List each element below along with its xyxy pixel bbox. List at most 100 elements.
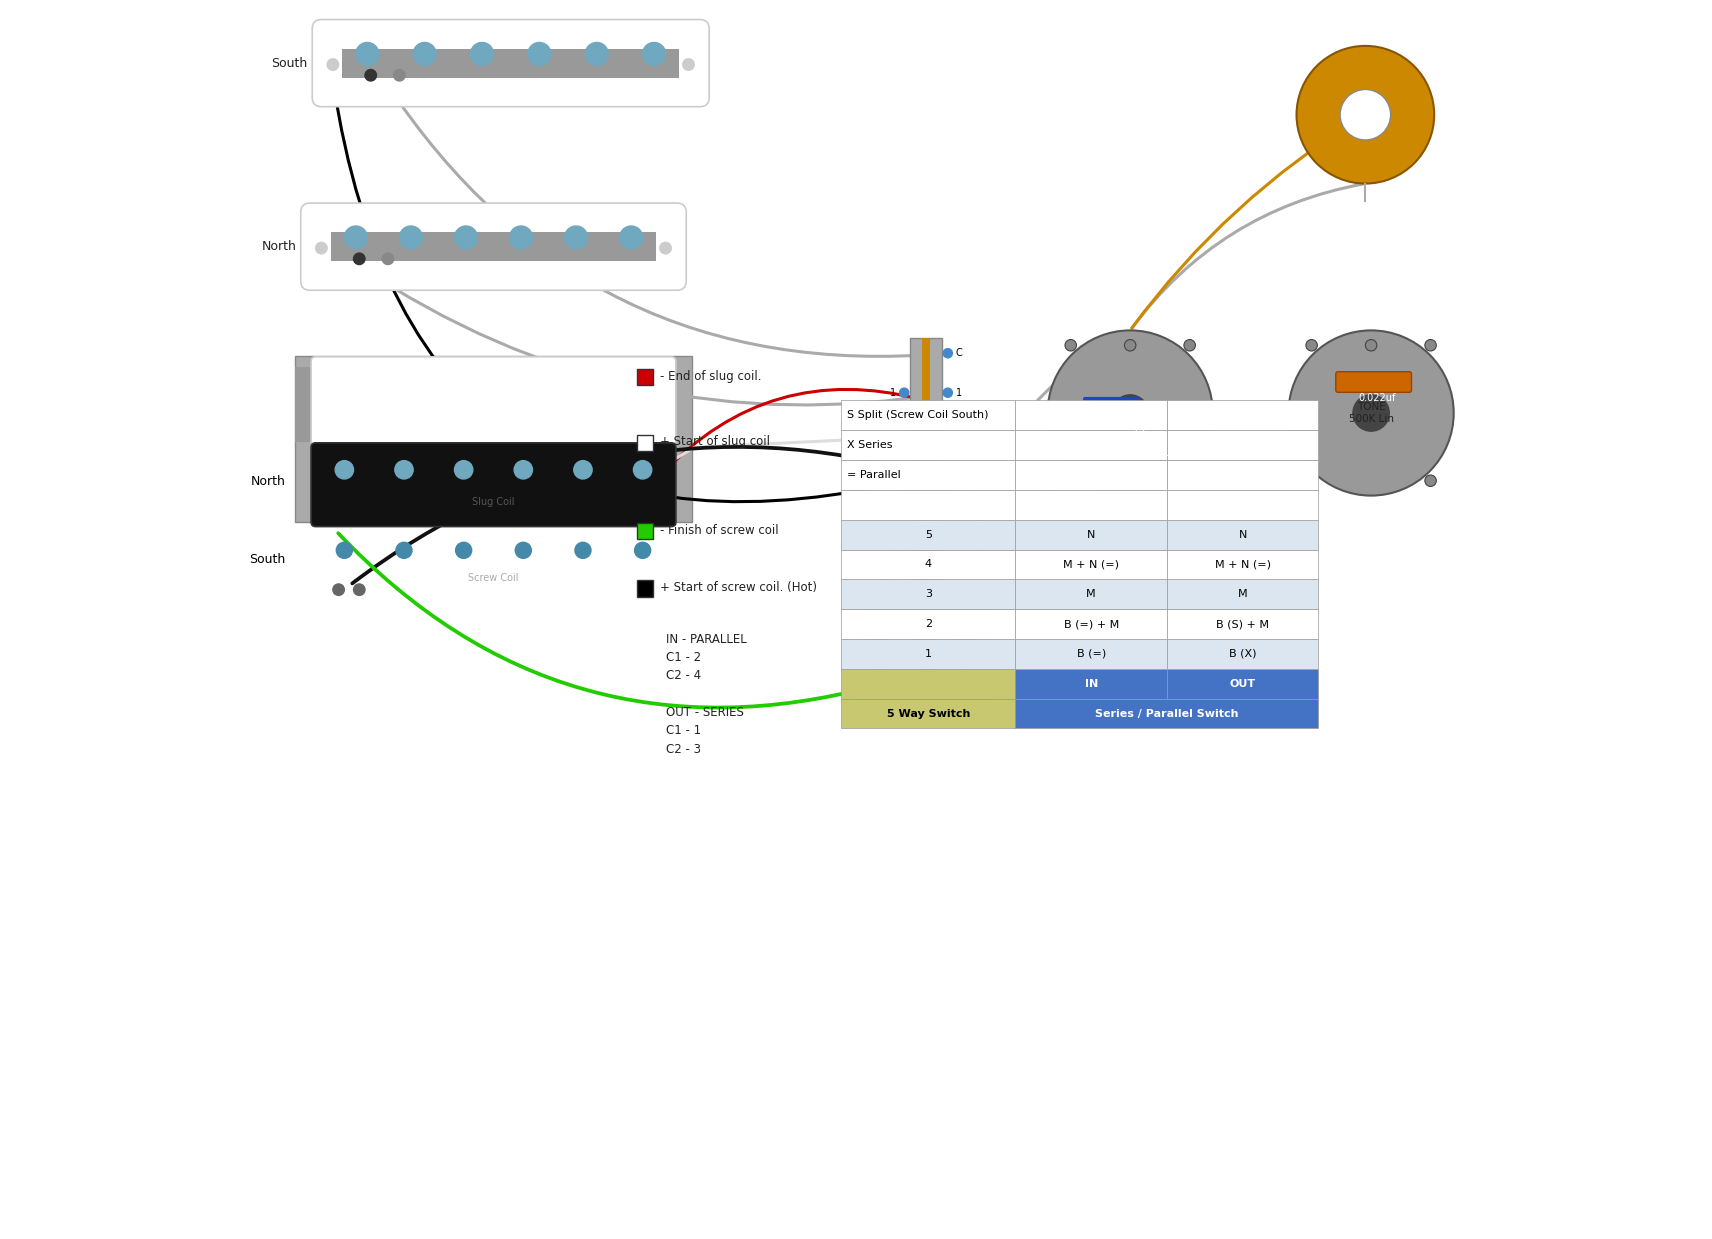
Bar xyxy=(909,338,942,585)
Circle shape xyxy=(395,543,413,559)
Bar xyxy=(330,232,656,261)
Text: + Start of screw coil. (Hot): + Start of screw coil. (Hot) xyxy=(659,581,817,593)
Circle shape xyxy=(1306,475,1317,487)
Circle shape xyxy=(399,225,423,249)
Text: N: N xyxy=(1238,529,1246,540)
Circle shape xyxy=(1306,339,1317,351)
Bar xyxy=(1168,519,1318,550)
Bar xyxy=(637,369,652,385)
Circle shape xyxy=(356,42,378,66)
Text: TONE
500K Lin: TONE 500K Lin xyxy=(1349,403,1394,424)
Bar xyxy=(1015,430,1168,460)
Circle shape xyxy=(899,536,909,545)
Circle shape xyxy=(471,42,493,66)
Circle shape xyxy=(336,461,353,479)
FancyBboxPatch shape xyxy=(312,357,676,446)
Circle shape xyxy=(1125,339,1137,351)
Bar xyxy=(841,460,1015,489)
Text: OUT: OUT xyxy=(1229,679,1255,689)
Bar xyxy=(1015,519,1168,550)
Bar xyxy=(1168,400,1318,430)
Text: C2 - 3: C2 - 3 xyxy=(666,742,700,756)
Circle shape xyxy=(943,437,952,446)
Circle shape xyxy=(315,243,327,254)
Text: OUT - SERIES: OUT - SERIES xyxy=(666,706,743,719)
Bar xyxy=(1015,460,1168,489)
Text: 3: 3 xyxy=(924,590,931,600)
Text: X Series: X Series xyxy=(847,440,892,450)
Text: = Parallel: = Parallel xyxy=(847,470,901,479)
Circle shape xyxy=(344,225,368,249)
Bar xyxy=(1015,699,1318,729)
Circle shape xyxy=(943,348,952,358)
Circle shape xyxy=(1113,395,1149,431)
Bar xyxy=(294,356,692,522)
Circle shape xyxy=(395,461,413,479)
Circle shape xyxy=(586,42,608,66)
Text: C1: C1 xyxy=(873,667,885,676)
Text: M + N (=): M + N (=) xyxy=(1214,560,1270,570)
Text: 2: 2 xyxy=(890,437,895,447)
Text: M: M xyxy=(1238,590,1248,600)
Text: C: C xyxy=(890,535,895,545)
Circle shape xyxy=(1424,475,1436,487)
Text: C2: C2 xyxy=(1133,425,1147,435)
Bar xyxy=(1015,400,1168,430)
Circle shape xyxy=(514,461,532,479)
Circle shape xyxy=(336,543,353,559)
Bar xyxy=(841,639,1015,669)
Bar xyxy=(1168,580,1318,610)
Circle shape xyxy=(899,437,909,446)
Circle shape xyxy=(1065,475,1077,487)
Bar xyxy=(637,581,652,596)
Text: 5: 5 xyxy=(924,529,931,540)
Circle shape xyxy=(413,42,437,66)
Bar xyxy=(841,669,1015,699)
Bar xyxy=(841,430,1015,460)
Circle shape xyxy=(959,632,972,646)
Circle shape xyxy=(332,584,344,596)
Circle shape xyxy=(1424,339,1436,351)
Circle shape xyxy=(642,42,666,66)
Text: 3: 3 xyxy=(919,621,926,631)
Circle shape xyxy=(659,243,671,254)
Text: North: North xyxy=(252,476,286,488)
Text: 3: 3 xyxy=(890,487,895,497)
Circle shape xyxy=(943,536,952,545)
Circle shape xyxy=(574,461,592,479)
Bar xyxy=(294,367,320,441)
Circle shape xyxy=(565,225,587,249)
FancyBboxPatch shape xyxy=(312,442,676,527)
FancyBboxPatch shape xyxy=(1121,420,1159,441)
Text: C1 - 1: C1 - 1 xyxy=(666,725,700,737)
Circle shape xyxy=(943,388,952,398)
Circle shape xyxy=(899,388,909,398)
Bar xyxy=(1015,550,1168,580)
Text: Slug Coil: Slug Coil xyxy=(473,497,515,507)
Circle shape xyxy=(916,678,930,691)
Bar xyxy=(841,400,1015,430)
Text: VOL
500K Lin: VOL 500K Lin xyxy=(1108,403,1152,424)
Text: C: C xyxy=(955,535,962,545)
Circle shape xyxy=(1340,89,1390,140)
Circle shape xyxy=(635,543,651,559)
Text: South: South xyxy=(250,553,286,566)
Text: M: M xyxy=(1087,590,1096,600)
Bar xyxy=(841,550,1015,580)
Text: 2: 2 xyxy=(955,437,962,447)
Bar xyxy=(1015,639,1168,669)
Circle shape xyxy=(1352,395,1388,431)
Text: North: North xyxy=(262,240,296,253)
Bar xyxy=(1168,460,1318,489)
Text: B (=): B (=) xyxy=(1077,649,1106,659)
Bar xyxy=(1168,550,1318,580)
Text: R1: R1 xyxy=(1156,449,1169,458)
Bar xyxy=(1015,580,1168,610)
Text: 0.022uf: 0.022uf xyxy=(1358,393,1395,403)
Bar xyxy=(923,338,930,585)
Circle shape xyxy=(959,678,972,691)
Circle shape xyxy=(1185,475,1195,487)
Text: 1: 1 xyxy=(924,649,931,659)
Text: - End of slug coil.: - End of slug coil. xyxy=(659,369,762,383)
Text: 1: 1 xyxy=(955,388,962,398)
